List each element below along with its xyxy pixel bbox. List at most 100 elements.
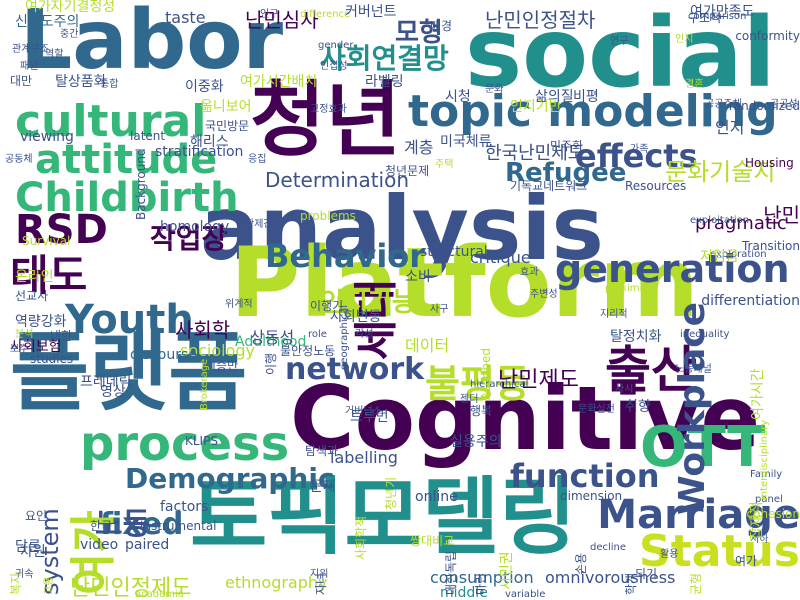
word: 행복 [470, 404, 493, 418]
word: 청년 [250, 73, 401, 168]
word: 활용 [660, 549, 679, 560]
word: 해리스 [190, 134, 229, 150]
word: inequality [680, 329, 730, 340]
word: 난민제도 [498, 368, 579, 393]
word: 지리적 [600, 309, 628, 320]
word: pragmatic [695, 213, 787, 234]
word: 통합 [100, 79, 119, 90]
word: Behavior [265, 237, 426, 275]
word: 요인 [25, 509, 48, 523]
word: online [415, 489, 458, 505]
word: interdisciplinary [759, 419, 770, 500]
word: video [80, 537, 119, 553]
word: 고정효과 [310, 104, 347, 115]
word: 작업장 [150, 222, 228, 255]
word: 계층 [404, 138, 434, 157]
word: 효과 [520, 267, 539, 278]
word: 이중화 [185, 79, 224, 95]
word: 인지 [715, 118, 745, 137]
word: 인지기능 [320, 288, 416, 318]
word: gender [318, 40, 354, 51]
word: Background [134, 148, 148, 220]
word: 이행기 [310, 299, 344, 313]
word: Adulthood [235, 334, 307, 350]
word: difference [300, 9, 351, 20]
word: 복지 [9, 572, 23, 595]
word: 인접성 [320, 61, 348, 72]
word: 패널 [20, 61, 39, 72]
word: 중간 [60, 29, 79, 40]
word: Transition [741, 239, 800, 253]
word: 탐색과 [305, 444, 339, 458]
word: Cognitive [290, 367, 761, 470]
word: 자녀 [314, 572, 328, 595]
word: 문화실천 [578, 404, 615, 415]
word: consumption [430, 568, 534, 587]
word: 균형 [689, 572, 703, 595]
word: 대만 [10, 74, 33, 88]
word: 국민방문 [205, 119, 250, 133]
word: 저임금 [700, 249, 739, 265]
word: 귀속 [15, 569, 34, 580]
word: Marriage [597, 492, 800, 538]
word: 주변성 [530, 289, 558, 300]
word: 난민 [763, 203, 800, 227]
word: omnivorousness [545, 568, 676, 587]
word: latent [130, 129, 166, 143]
word: 탈정치화 [610, 329, 662, 345]
word: 가족 [630, 144, 649, 155]
word: 불안정노동 [280, 344, 336, 358]
word: 공동체 [5, 154, 33, 165]
word: academia [135, 589, 184, 600]
word: Status [639, 526, 800, 577]
word: Brokerage [199, 358, 210, 410]
word: 커버넌트 [345, 4, 397, 20]
word: 분석 [15, 329, 34, 340]
word: 사시 [615, 384, 634, 395]
word: 노동 [95, 507, 151, 542]
word: 거버넌스 [345, 406, 382, 417]
word: 각성 [355, 329, 374, 340]
word: 손용 [574, 552, 588, 575]
word: 민주화 [550, 139, 584, 153]
word: stratification [155, 144, 244, 160]
word: Ascribed [479, 348, 493, 400]
word: 되기 [635, 567, 658, 581]
word: 소비 [405, 269, 431, 285]
word: 미국체류 [440, 134, 492, 150]
word: 사회연결망 [320, 42, 449, 75]
word: 잡재적 [749, 501, 765, 540]
word: 시민권 [499, 551, 515, 590]
word: 옮니보어 [200, 99, 252, 115]
word: 온라인 [15, 269, 54, 285]
word: factors [160, 499, 209, 515]
word: 담론 [15, 539, 41, 555]
word: fixed [100, 507, 184, 542]
word: cohesion [746, 507, 800, 521]
word: 대한독립 [444, 550, 458, 595]
word: sociology [180, 341, 256, 360]
word: 역할 [45, 49, 64, 60]
word: discourse [130, 347, 197, 363]
word: studies [30, 352, 74, 366]
word: 사회변동 [330, 309, 382, 325]
word: 플랫폼 [10, 323, 248, 423]
word: 청년문제 [385, 164, 430, 178]
word: 여가자기결정성 [25, 0, 116, 15]
word: 응집 [248, 154, 267, 165]
word: 문제 [310, 479, 336, 495]
word: 태도 [10, 251, 88, 300]
word: 역량강화 [15, 314, 67, 330]
word: proximity [605, 283, 653, 294]
word: 트루먼 [350, 409, 389, 425]
word: 문화 [485, 84, 504, 95]
word: network [285, 352, 425, 387]
word: function [510, 457, 660, 495]
word: 인지 [675, 34, 694, 45]
word: Survival [22, 234, 71, 248]
word: decline [590, 542, 627, 553]
word: randomized [728, 99, 800, 113]
word: 보수 [10, 344, 29, 355]
word: Refugee [505, 158, 627, 188]
word: 공공주체 [705, 99, 742, 110]
